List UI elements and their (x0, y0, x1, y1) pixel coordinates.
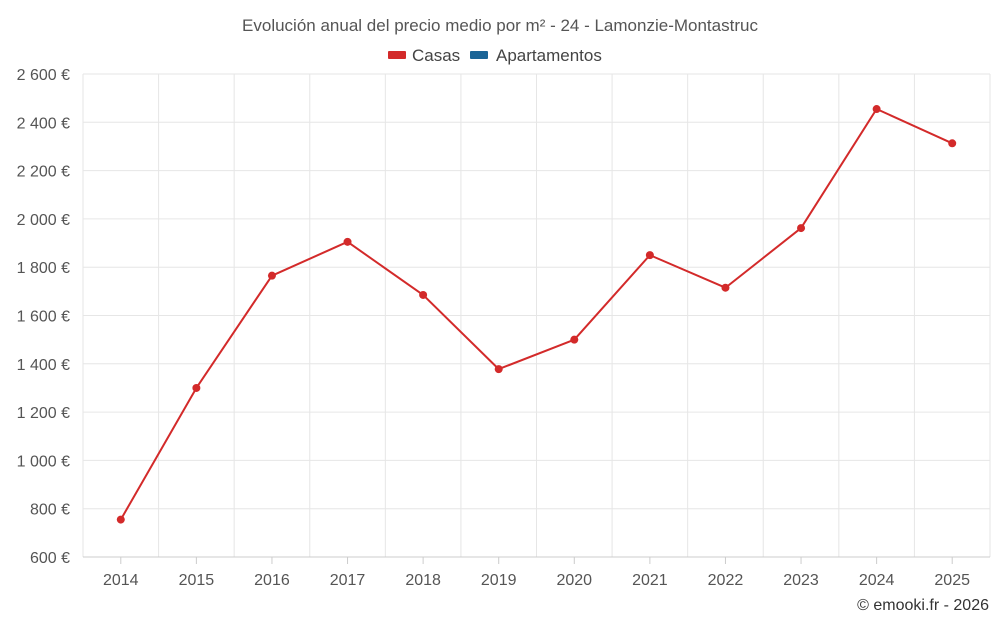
y-tick-label: 2 200 € (17, 164, 70, 181)
y-tick-label: 1 400 € (17, 357, 70, 374)
series-casas (116, 105, 957, 524)
data-point-casas (192, 383, 201, 392)
legend: Casas Apartamentos (388, 46, 602, 65)
x-tick-label: 2019 (481, 572, 517, 589)
y-tick-label: 1 200 € (17, 405, 70, 422)
legend-swatch-apartamentos (470, 51, 488, 59)
x-tick-label: 2014 (103, 572, 139, 589)
y-tick-label: 2 400 € (17, 115, 70, 132)
y-tick-label: 1 600 € (17, 309, 70, 326)
legend-label-casas: Casas (412, 46, 460, 65)
data-point-casas (267, 271, 276, 280)
data-point-casas (872, 105, 881, 114)
axes: 600 € 800 € 1 000 € 1 200 € 1 400 € 1 600 € 1 … (17, 67, 990, 589)
x-tick-label: 2025 (934, 572, 970, 589)
data-point-casas (721, 283, 730, 292)
y-tick-label: 600 € (30, 550, 70, 567)
data-point-casas (343, 237, 352, 246)
credit: © emooki.fr - 2026 (857, 597, 989, 614)
legend-item-casas[interactable]: Casas (388, 46, 460, 65)
x-tick-label: 2018 (405, 572, 441, 589)
x-tick-label: 2017 (330, 572, 366, 589)
data-point-casas (797, 224, 806, 233)
legend-label-apartamentos: Apartamentos (496, 46, 602, 65)
x-tick-label: 2023 (783, 572, 819, 589)
y-tick-label: 800 € (30, 502, 70, 519)
y-tick-label: 1 800 € (17, 260, 70, 277)
x-tick-label: 2024 (859, 572, 895, 589)
legend-swatch-casas (388, 51, 406, 59)
data-point-casas (570, 335, 579, 344)
y-tick-label: 2 600 € (17, 67, 70, 84)
x-tick-label: 2020 (556, 572, 592, 589)
data-point-casas (419, 290, 428, 299)
y-tick-label: 1 000 € (17, 453, 70, 470)
series-line-casas (119, 108, 953, 521)
legend-item-apartamentos[interactable]: Apartamentos (470, 46, 602, 65)
x-tick-label: 2015 (179, 572, 215, 589)
data-point-casas (494, 365, 503, 374)
x-tick-label: 2021 (632, 572, 668, 589)
chart-title: Evolución anual del precio medio por m² … (242, 16, 758, 35)
y-tick-label: 2 000 € (17, 212, 70, 229)
data-point-casas (948, 139, 957, 148)
data-point-casas (116, 515, 125, 524)
grid (82, 73, 991, 557)
x-tick-label: 2022 (708, 572, 744, 589)
x-tick-label: 2016 (254, 572, 290, 589)
data-point-casas (645, 251, 654, 260)
